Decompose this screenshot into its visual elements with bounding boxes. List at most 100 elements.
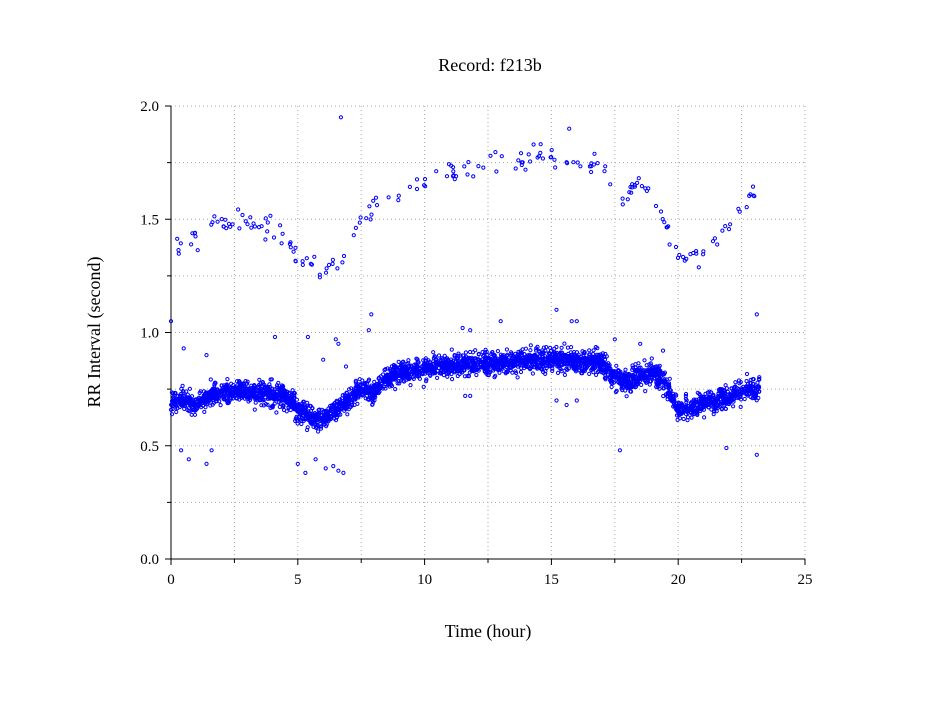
data-point (688, 252, 693, 257)
data-point (449, 363, 454, 368)
data-point (620, 202, 625, 207)
data-point (733, 380, 738, 385)
data-point (469, 359, 474, 364)
data-point (338, 115, 343, 120)
data-point (219, 217, 224, 222)
data-point (735, 395, 740, 401)
data-point (386, 195, 391, 200)
data-point (567, 126, 572, 131)
data-point (470, 368, 475, 373)
data-point (719, 387, 724, 392)
data-point (636, 176, 641, 181)
data-point (615, 372, 620, 377)
data-point (429, 368, 434, 373)
data-point (604, 354, 609, 359)
data-point (709, 407, 714, 412)
data-point (317, 275, 322, 280)
data-point (517, 353, 522, 358)
data-point (358, 215, 363, 220)
data-point (548, 345, 553, 350)
data-point (293, 404, 298, 409)
data-point (466, 374, 471, 379)
data-point (456, 353, 461, 358)
data-point (195, 248, 200, 253)
data-point (303, 411, 308, 416)
data-point (185, 392, 190, 397)
data-point (368, 217, 373, 222)
data-point (757, 376, 762, 382)
data-point (469, 365, 474, 370)
data-point (208, 377, 213, 382)
data-point (310, 415, 315, 420)
data-point (682, 258, 687, 263)
data-point (402, 379, 407, 384)
data-point (279, 241, 284, 246)
data-point (289, 393, 294, 398)
data-point (544, 360, 550, 365)
data-point (566, 366, 571, 371)
data-point (280, 231, 285, 236)
data-point (272, 395, 278, 400)
data-point (490, 360, 495, 365)
data-point (695, 412, 700, 417)
data-point (665, 225, 670, 230)
data-point (417, 376, 422, 381)
data-point (484, 355, 489, 360)
data-point (466, 160, 471, 165)
data-point (188, 408, 193, 413)
data-point (620, 196, 625, 201)
data-point (201, 403, 206, 408)
data-point (451, 169, 456, 174)
data-point (707, 399, 712, 404)
data-point (519, 366, 524, 371)
data-point (444, 362, 450, 367)
data-point (505, 368, 510, 373)
data-point (690, 405, 696, 410)
data-point (293, 245, 298, 250)
data-point (304, 404, 309, 409)
data-point (450, 377, 455, 382)
data-point (225, 377, 230, 382)
data-point (305, 427, 310, 433)
data-point (321, 357, 326, 362)
data-point (619, 379, 624, 384)
data-point (224, 383, 229, 388)
data-point (249, 389, 254, 394)
data-point (192, 402, 197, 407)
data-point (298, 408, 303, 413)
data-point (683, 391, 689, 397)
data-point (303, 470, 308, 475)
data-point (725, 396, 730, 401)
data-point (540, 351, 545, 356)
data-point (604, 364, 609, 369)
data-point (712, 236, 718, 241)
data-point (748, 192, 753, 197)
data-point (576, 368, 581, 373)
data-point (168, 319, 174, 324)
x-tick-label: 15 (544, 572, 559, 588)
data-point (232, 385, 237, 390)
data-point (214, 394, 220, 399)
data-point (385, 382, 390, 387)
data-point (700, 398, 705, 403)
data-point (263, 237, 268, 242)
data-point (502, 362, 507, 368)
data-point (326, 262, 332, 268)
data-point (318, 426, 324, 431)
data-point (227, 385, 232, 390)
data-point (236, 389, 241, 394)
data-point (263, 402, 269, 407)
data-point (658, 371, 663, 376)
data-point (378, 374, 383, 379)
data-point (301, 399, 307, 404)
data-point (650, 375, 655, 380)
data-point (371, 388, 376, 393)
data-point (554, 398, 559, 403)
data-point (397, 381, 402, 386)
data-point (372, 394, 377, 399)
data-point (291, 391, 297, 396)
data-point (669, 398, 674, 403)
data-point (609, 378, 614, 384)
data-point (710, 239, 716, 244)
